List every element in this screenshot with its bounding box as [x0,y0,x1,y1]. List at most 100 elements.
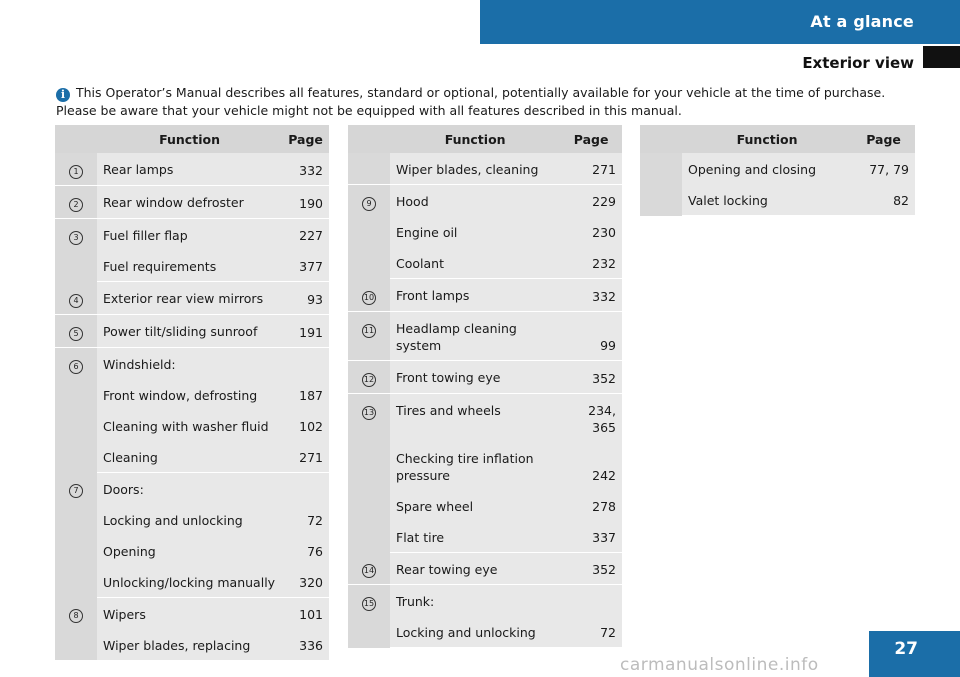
table-header-row: Function Page [640,125,915,153]
function-cell: Fuel filler flap [97,218,283,250]
table-row: Valet locking 82 [640,184,915,216]
page-number-badge: 27 [869,631,960,677]
function-column-header: Function [97,125,283,153]
page-cell: 187 [282,378,329,410]
item-number-badge: 6 [69,359,83,374]
function-cell: Valet locking [682,184,853,216]
function-cell: Trunk: [390,584,561,616]
table-row: Locking and unlocking 72 [348,616,622,648]
item-number: 13 [348,393,390,552]
page-cell: 190 [282,185,329,219]
function-cell: Windshield: [97,347,283,379]
watermark: carmanualsonline.info [620,655,819,675]
function-cell: Rear window defroster [97,185,283,219]
table-row: 2 Rear window defroster 190 [55,185,329,219]
function-cell: Hood [390,184,561,216]
page-cell: 320 [282,565,329,598]
page-cell: 76 [282,534,329,566]
item-number: 4 [55,281,97,315]
function-cell: Opening and closing [682,153,853,184]
reference-table-3: Function Page Opening and closing 77, 79 Val… [640,125,915,216]
page-cell: 332 [560,278,622,312]
item-number: 8 [55,597,97,660]
page-cell: 242 [560,441,622,490]
item-number-badge: 9 [362,197,376,211]
function-cell: Spare wheel [390,489,561,521]
page-cell: 93 [282,281,329,315]
item-number [640,153,682,216]
page-column-header: Page [282,125,329,153]
function-cell: Wiper blades, cleaning [390,153,561,185]
item-number: 3 [55,218,97,282]
page-number: 27 [894,639,918,659]
page-cell [282,347,329,379]
table-header-row: Function Page [55,125,329,153]
page-cell: 77, 79 [852,153,915,184]
table-row: 8 Wipers 101 [55,597,329,660]
page-cell: 278 [560,489,622,521]
function-column-header: Function [390,125,561,153]
function-cell: Flat tire [390,520,561,553]
item-number-badge: 10 [362,290,376,305]
item-number: 9 [348,184,390,279]
table-row: Locking and unlocking 72 [55,503,329,535]
table-row: Unlocking/locking manually 320 [55,565,329,598]
page-cell: 377 [282,250,329,282]
page-cell: 82 [852,184,915,216]
page-cell: 72 [560,616,622,648]
page-cell: 332 [282,153,329,186]
info-note: i This Operator’s Manual describes all fe… [56,84,916,119]
page-cell: 271 [560,153,622,185]
table-row: 11 Headlamp cleaning system 99 [348,311,622,361]
function-cell: Cleaning with washer fluid [97,409,283,441]
function-cell: Doors: [97,472,283,504]
function-cell: Headlamp cleaning system [390,311,561,361]
table-row: 1 Rear lamps 332 [55,153,329,186]
function-cell: Tires and wheels [390,393,561,442]
function-cell: Locking and unlocking [390,616,561,648]
item-number: 14 [348,552,390,585]
item-number-badge: 14 [362,564,376,578]
page-cell: 337 [560,520,622,553]
item-number: 6 [55,347,97,472]
function-cell: Rear lamps [97,153,283,186]
function-cell: Front towing eye [390,360,561,394]
table-row: Cleaning with washer fluid 102 [55,409,329,441]
table-row: 5 Power tilt/sliding sunroof 191 [55,314,329,348]
page-column-header: Page [560,125,622,153]
item-number: 7 [55,472,97,597]
page-cell: 352 [560,360,622,394]
item-number-badge: 11 [362,323,376,338]
item-number: 11 [348,311,390,361]
section-title: At a glance [810,12,914,31]
page-cell [282,472,329,504]
function-cell: Checking tire inflation pressure [390,441,561,490]
function-column-header: Function [682,125,853,153]
table-row: Cleaning 271 [55,440,329,473]
function-cell: Rear towing eye [390,552,561,585]
table-row: 15 Trunk: [348,584,622,648]
table-row: Spare wheel 278 [348,489,622,521]
item-number-badge: 4 [69,293,83,308]
table-row: Wiper blades, replacing 336 [55,628,329,661]
reference-table-1: Function Page 1 Rear lamps 332 2 Rear window d… [55,125,329,661]
item-number-badge: 1 [69,165,83,179]
table-header-row: Function Page [348,125,622,153]
item-number-badge: 12 [362,372,376,387]
table-row: 13 Tires and wheels 234, 365 [348,393,622,552]
table-row: Wiper blades, cleaning 271 [348,153,622,185]
table-row: Fuel requirements 377 [55,250,329,282]
function-cell: Front lamps [390,278,561,312]
item-number: 10 [348,278,390,312]
item-number: 12 [348,360,390,394]
item-number-badge: 2 [69,198,83,212]
function-cell: Unlocking/locking manually [97,565,283,598]
page-cell: 232 [560,247,622,279]
function-cell: Coolant [390,247,561,279]
table-row: Opening 76 [55,534,329,566]
page-cell: 230 [560,216,622,247]
item-number-badge: 3 [69,231,83,245]
page-cell: 99 [560,311,622,361]
number-column-header [348,125,390,153]
reference-table-2: Function Page Wiper blades, cleaning 271 9 Ho… [348,125,622,648]
